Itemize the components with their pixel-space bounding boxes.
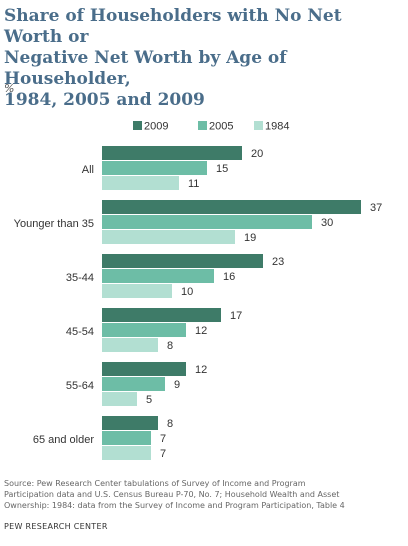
category-label: 65 and older: [33, 434, 94, 446]
data-label-2005: 30: [321, 217, 333, 229]
unit-label: %: [4, 82, 15, 95]
category-label: 35-44: [66, 272, 94, 284]
bar-2009: [102, 200, 361, 214]
bar-1984: [102, 338, 158, 352]
bar-1984: [102, 230, 235, 244]
legend-label-2009: 2009: [144, 121, 168, 133]
data-label-2005: 15: [216, 163, 228, 175]
data-label-1984: 19: [244, 232, 256, 244]
bar-1984: [102, 392, 137, 406]
source-line-1: Source: Pew Research Center tabulations …: [4, 479, 306, 488]
title-line-1: Share of Householders with No Net Worth …: [4, 6, 342, 47]
bar-2005: [102, 215, 312, 229]
category-label: All: [82, 164, 94, 176]
category-label: 55-64: [66, 380, 94, 392]
bar-2009: [102, 146, 242, 160]
data-label-2005: 12: [195, 325, 207, 337]
category-label: Younger than 35: [14, 218, 94, 230]
data-label-2005: 9: [174, 379, 180, 391]
data-label-1984: 10: [181, 286, 193, 298]
data-label-2005: 16: [223, 271, 235, 283]
bar-2009: [102, 254, 263, 268]
title-line-2: Negative Net Worth by Age of Householder…: [4, 48, 287, 89]
source-line-2: Participation data and U.S. Census Burea…: [4, 490, 340, 499]
bar-2009: [102, 308, 221, 322]
data-label-2009: 23: [272, 256, 284, 268]
source-line-3: Ownership: 1984: data from the Survey of…: [4, 501, 345, 510]
chart-title: Share of Householders with No Net Worth …: [4, 6, 404, 111]
bar-2005: [102, 323, 186, 337]
category-label: 45-54: [66, 326, 94, 338]
bar-2005: [102, 377, 165, 391]
source-note: Source: Pew Research Center tabulations …: [4, 478, 408, 511]
data-label-1984: 5: [146, 394, 152, 406]
data-label-1984: 7: [160, 448, 166, 460]
data-label-1984: 11: [188, 178, 199, 190]
data-label-2009: 8: [167, 418, 173, 430]
data-label-2009: 20: [251, 148, 263, 160]
data-label-2009: 12: [195, 364, 207, 376]
bar-1984: [102, 284, 172, 298]
data-label-2005: 7: [160, 433, 166, 445]
bar-2009: [102, 416, 158, 430]
data-label-2009: 37: [370, 202, 382, 214]
legend-swatch-2005: [198, 121, 207, 130]
legend-swatch-2009: [133, 121, 142, 130]
data-label-2009: 17: [230, 310, 242, 322]
bar-2009: [102, 362, 186, 376]
legend-label-1984: 1984: [265, 121, 289, 133]
bar-2005: [102, 269, 214, 283]
bar-2005: [102, 431, 151, 445]
legend-swatch-1984: [254, 121, 263, 130]
legend-label-2005: 2005: [209, 121, 233, 133]
data-label-1984: 8: [167, 340, 173, 352]
credit-label: PEW RESEARCH CENTER: [4, 522, 108, 531]
bar-chart: 2009 2005 1984 All 20 15 11 Younger than 35 37 30…: [14, 121, 382, 460]
title-line-3: 1984, 2005 and 2009: [4, 90, 205, 110]
bar-2005: [102, 161, 207, 175]
bar-1984: [102, 176, 179, 190]
bar-1984: [102, 446, 151, 460]
